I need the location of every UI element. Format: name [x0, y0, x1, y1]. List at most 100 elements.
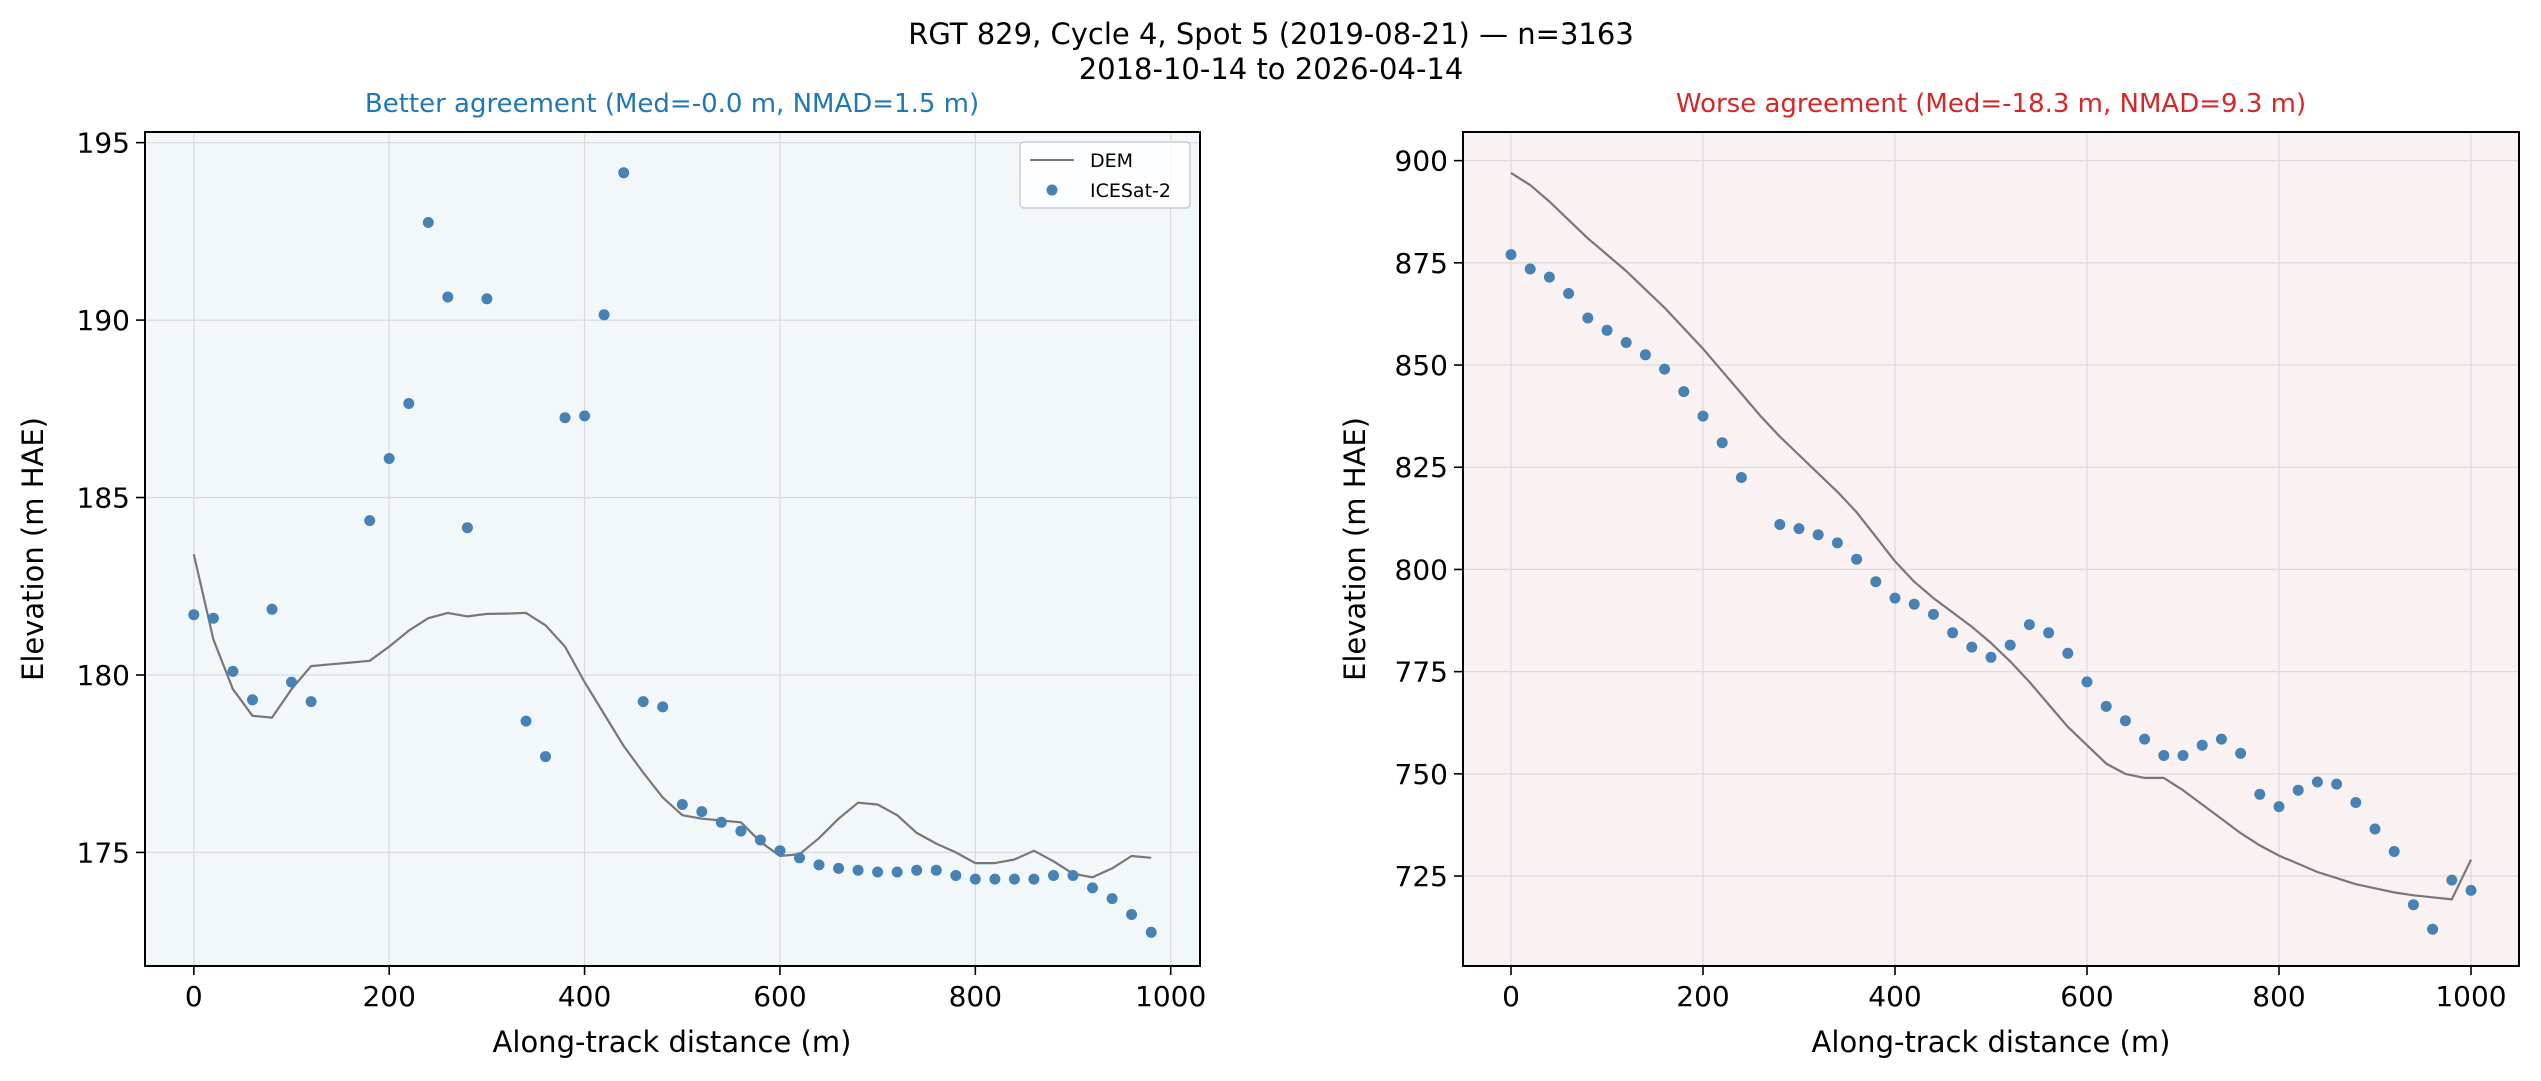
worse-icesat-point [2081, 676, 2093, 688]
better-icesat-point [911, 864, 923, 876]
worse-icesat-point [1563, 288, 1575, 299]
worse-y-tick-label: 775 [1395, 656, 1448, 689]
worse-icesat-point [1582, 312, 1594, 324]
worse-x-tick-label: 0 [1502, 980, 1520, 1013]
worse-gridlines [1463, 132, 2519, 966]
worse-y-tick-label: 800 [1395, 553, 1448, 586]
better-dem-line [192, 554, 1152, 879]
figure-title-line1: RGT 829, Cycle 4, Spot 5 (2019-08-21) — … [908, 17, 1634, 51]
worse-y-tick-label: 850 [1395, 349, 1448, 382]
worse-icesat-point [2235, 747, 2247, 759]
worse-icesat-point [1947, 627, 1959, 639]
better-icesat-point [833, 862, 845, 874]
better-icesat-point [1126, 909, 1138, 920]
better-y-tick-label: 180 [77, 659, 130, 692]
worse-icesat-point [1678, 386, 1690, 398]
worse-icesat-point [1601, 324, 1613, 336]
better-icesat-point [1067, 870, 1079, 881]
worse-icesat-point [1524, 263, 1536, 275]
better-icesat-point [207, 612, 219, 624]
better-legend: DEM ICESat-2 [1019, 141, 1191, 209]
worse-plot-area [1463, 132, 2519, 966]
figure-title-line2: 2018-10-14 to 2026-04-14 [1079, 52, 1464, 86]
legend-box [1019, 141, 1191, 209]
better-icesat-point [1106, 893, 1118, 905]
worse-icesat-point [1985, 651, 1997, 663]
worse-dem-path [1510, 171, 2472, 901]
legend-dem-label: DEM [1090, 150, 1133, 172]
worse-icesat-point [1793, 523, 1805, 535]
better-icesat-point [481, 293, 493, 305]
worse-y-tick-label: 750 [1395, 758, 1448, 791]
better-gridlines [145, 132, 1200, 966]
better-icesat-point [1087, 882, 1098, 894]
better-y-ticks: 175 180 185 190 195 [77, 127, 145, 869]
better-axes-frame [144, 131, 1201, 967]
worse-icesat-point [2446, 874, 2458, 886]
worse-x-tick-label: 200 [1676, 980, 1729, 1013]
better-icesat-point [794, 852, 805, 864]
better-dem-path [192, 554, 1152, 879]
worse-icesat-point [2023, 619, 2035, 631]
better-icesat-point [598, 309, 610, 321]
better-icesat-point [872, 866, 884, 878]
worse-icesat-point [1620, 337, 1632, 348]
better-icesat-points [188, 167, 1157, 938]
worse-icesat-point [2043, 627, 2055, 639]
better-icesat-point [266, 603, 278, 615]
better-icesat-point [305, 696, 317, 708]
worse-icesat-point [2427, 923, 2439, 935]
better-x-axis-label: Along-track distance (m) [493, 1025, 852, 1059]
better-icesat-point [950, 870, 962, 881]
better-icesat-point [774, 845, 786, 857]
worse-dem-line [1510, 171, 2472, 901]
better-icesat-point [247, 694, 258, 706]
better-icesat-point [540, 751, 551, 763]
worse-y-tick-label: 875 [1395, 247, 1448, 280]
better-icesat-point [813, 859, 825, 871]
legend-icesat-label: ICESat-2 [1090, 180, 1171, 202]
worse-x-tick-label: 600 [2060, 980, 2113, 1013]
better-icesat-point [735, 825, 747, 837]
better-icesat-point [1145, 926, 1157, 938]
worse-icesat-points [1505, 249, 2477, 935]
worse-icesat-point [1851, 553, 1863, 565]
worse-x-ticks: 0 200 400 600 800 1000 [1502, 966, 2507, 1013]
worse-icesat-point [2004, 639, 2016, 651]
better-icesat-point [364, 515, 376, 527]
better-icesat-point [1028, 873, 1040, 885]
worse-icesat-point [1966, 641, 1978, 653]
legend-icesat-swatch [1046, 184, 1058, 196]
better-plot-area [145, 132, 1200, 966]
worse-x-tick-label: 800 [2252, 980, 2305, 1013]
better-icesat-point [715, 816, 727, 828]
better-icesat-point [442, 291, 454, 303]
better-icesat-point [930, 864, 942, 876]
worse-icesat-point [2139, 733, 2151, 745]
worse-y-axis-label: Elevation (m HAE) [1338, 417, 1372, 681]
worse-icesat-point [2196, 739, 2208, 751]
worse-panel-title: Worse agreement (Med=-18.3 m, NMAD=9.3 m… [1676, 89, 2306, 119]
worse-icesat-point [2350, 797, 2362, 808]
better-agreement-panel: 0 200 400 600 800 1000 175 180 185 190 195 Better… [16, 89, 1206, 1059]
better-icesat-point [461, 522, 473, 534]
better-icesat-point [579, 410, 591, 422]
better-icesat-point [403, 398, 415, 409]
better-icesat-point [852, 864, 864, 876]
worse-y-tick-label: 825 [1395, 451, 1448, 484]
better-y-axis-label: Elevation (m HAE) [16, 417, 50, 681]
worse-icesat-point [2158, 750, 2170, 761]
better-icesat-point [989, 873, 1001, 885]
worse-icesat-point [2254, 788, 2266, 800]
worse-icesat-point [2407, 899, 2419, 911]
worse-icesat-point [2292, 784, 2304, 796]
worse-icesat-point [1870, 576, 1882, 588]
better-icesat-point [520, 715, 532, 727]
better-icesat-point [422, 217, 434, 228]
better-x-tick-label: 800 [949, 980, 1002, 1013]
better-icesat-point [676, 799, 688, 810]
worse-x-axis-label: Along-track distance (m) [1812, 1025, 2171, 1059]
better-icesat-point [383, 453, 395, 464]
better-icesat-point [637, 696, 649, 708]
worse-icesat-point [2100, 700, 2112, 712]
